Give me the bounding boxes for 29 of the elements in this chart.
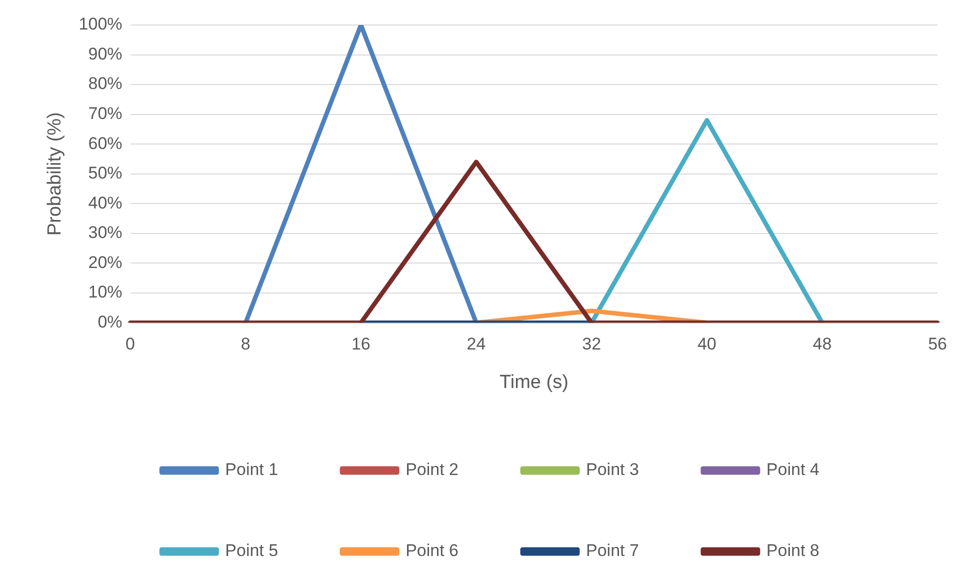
y-tick-label: 30% [88, 223, 122, 242]
legend-label: Point 1 [225, 460, 278, 480]
y-tick-label: 70% [88, 104, 122, 124]
x-tick-label: 0 [126, 334, 136, 354]
legend-label: Point 8 [766, 541, 820, 560]
legend-label: Point 3 [586, 460, 639, 480]
x-tick-label: 24 [466, 334, 486, 354]
y-tick-label: 90% [88, 44, 122, 64]
y-axis-title: Probability (%) [44, 112, 66, 236]
x-tick-label: 40 [697, 334, 716, 354]
x-tick-label: 8 [240, 334, 250, 354]
legend-label: Point 4 [766, 460, 820, 480]
y-tick-label: 50% [88, 164, 122, 183]
y-tick-label: 100% [78, 14, 122, 34]
x-tick-label: 16 [351, 334, 370, 354]
y-tick-label: 10% [88, 282, 122, 302]
legend-label: Point 2 [406, 460, 459, 480]
y-tick-label: 0% [98, 312, 122, 332]
y-tick-label: 60% [88, 134, 122, 153]
y-tick-label: 40% [88, 193, 122, 212]
x-tick-label: 48 [812, 334, 832, 354]
y-tick-label: 20% [88, 252, 122, 272]
legend-label: Point 6 [406, 541, 459, 560]
legend-label: Point 5 [225, 541, 278, 560]
x-tick-label: 56 [928, 334, 948, 354]
legend-label: Point 7 [586, 541, 639, 560]
y-tick-label: 80% [88, 74, 122, 94]
x-tick-label: 32 [582, 334, 602, 354]
x-axis-title: Time (s) [499, 372, 568, 393]
